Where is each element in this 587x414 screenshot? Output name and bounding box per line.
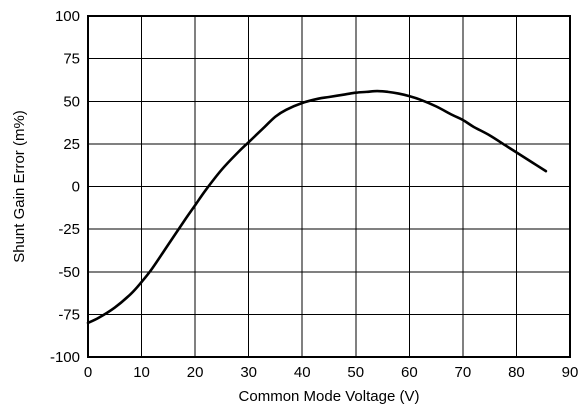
x-tick-labels: 0 10 20 30 40 50 60 70 80 90 [84, 364, 579, 381]
x-tick-label: 70 [455, 364, 472, 381]
x-tick-label: 20 [187, 364, 204, 381]
x-axis-label: Common Mode Voltage (V) [239, 388, 420, 405]
y-tick-label: 100 [55, 8, 80, 25]
x-tick-label: 50 [347, 364, 364, 381]
x-tick-label: 0 [84, 364, 92, 381]
y-tick-label: 0 [72, 179, 80, 196]
x-tick-label: 10 [133, 364, 150, 381]
x-tick-label: 40 [294, 364, 311, 381]
x-tick-label: 90 [562, 364, 579, 381]
y-tick-label: -25 [58, 221, 80, 238]
y-axis-label: Shunt Gain Error (m%) [11, 110, 28, 263]
x-tick-label: 80 [508, 364, 525, 381]
y-tick-labels: -100 -75 -50 -25 0 25 50 75 100 [50, 8, 80, 366]
x-tick-label: 30 [240, 364, 257, 381]
series-line [86, 89, 548, 325]
y-tick-label: 25 [63, 136, 80, 153]
y-tick-label: 50 [63, 93, 80, 110]
plot-frame [86, 14, 572, 359]
series-layer [86, 89, 548, 325]
y-tick-label: -75 [58, 306, 80, 323]
y-tick-label: 75 [63, 51, 80, 68]
y-tick-label: -100 [50, 349, 80, 366]
y-tick-label: -50 [58, 264, 80, 281]
x-tick-label: 60 [401, 364, 418, 381]
